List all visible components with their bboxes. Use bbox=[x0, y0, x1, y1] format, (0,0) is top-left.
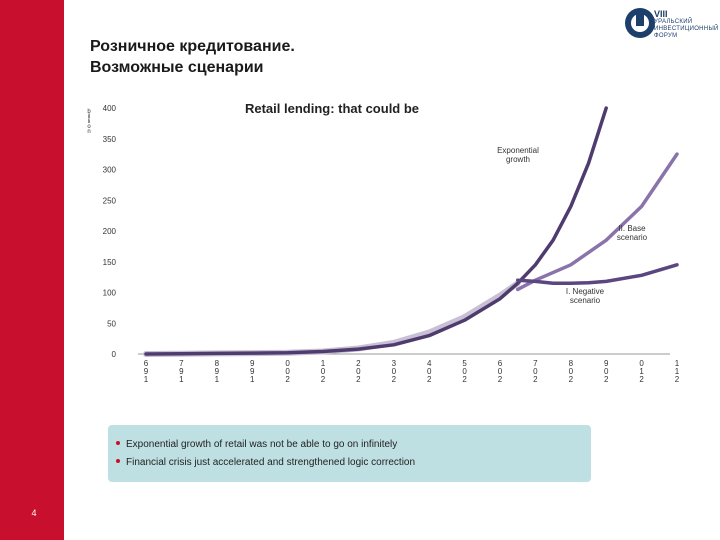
chart-title: Retail lending: that could be bbox=[245, 101, 419, 116]
y-tick-label: 250 bbox=[103, 196, 117, 205]
bullet-icon bbox=[116, 441, 120, 446]
logo-text: VIII УРАЛЬСКИЙ ИНВЕСТИЦИОННЫЙ ФОРУМ bbox=[654, 9, 719, 40]
logo-line1: УРАЛЬСКИЙ bbox=[654, 19, 693, 25]
y-tick-label: 150 bbox=[103, 258, 117, 267]
bullet-text: Exponential growth of retail was not be … bbox=[126, 439, 398, 450]
sidebar-accent-bar: 4 bbox=[0, 0, 64, 540]
y-tick-label: 200 bbox=[103, 227, 117, 236]
y-tick-label: 100 bbox=[103, 289, 117, 298]
y-tick-label: 350 bbox=[103, 135, 117, 144]
y-tick-label: 50 bbox=[107, 319, 116, 328]
logo-mark: VIII bbox=[654, 9, 668, 19]
annotation-label: I. Negative scenario bbox=[566, 287, 605, 305]
y-axis-label: b il li o n bbox=[87, 109, 91, 135]
y-tick-label: 300 bbox=[103, 166, 117, 175]
logo-line2: ИНВЕСТИЦИОННЫЙ bbox=[654, 26, 719, 32]
history-line bbox=[143, 280, 521, 357]
y-tick-label: 0 bbox=[112, 350, 117, 359]
retail-lending-chart: Retail lending: that could be b il li o n 0 50 1… bbox=[87, 101, 680, 384]
info-box: Exponential growth of retail was not be … bbox=[108, 425, 591, 482]
bullet-icon bbox=[116, 459, 120, 464]
bullet-item: Financial crisis just accelerated and st… bbox=[116, 457, 415, 468]
page-title: Розничное кредитование. Возможные сценар… bbox=[90, 36, 295, 78]
page-number: 4 bbox=[31, 508, 37, 518]
bullet-text: Financial crisis just accelerated and st… bbox=[126, 457, 416, 468]
annotation-label: II. Base scenario bbox=[617, 224, 648, 242]
page-title-line2: Возможные сценарии bbox=[90, 59, 264, 76]
annotation-label: Exponential growth bbox=[497, 146, 539, 164]
bullet-item: Exponential growth of retail was not be … bbox=[116, 439, 397, 450]
y-tick-label: 400 bbox=[103, 104, 117, 113]
forum-logo bbox=[625, 8, 655, 38]
series-line-i-negative-scenario bbox=[515, 263, 679, 286]
page-title-line1: Розничное кредитование. bbox=[90, 38, 295, 55]
series-line-ii-base-scenario bbox=[515, 152, 679, 292]
logo-line3: ФОРУМ bbox=[654, 33, 678, 39]
series-line-exponential-growth bbox=[144, 106, 608, 356]
